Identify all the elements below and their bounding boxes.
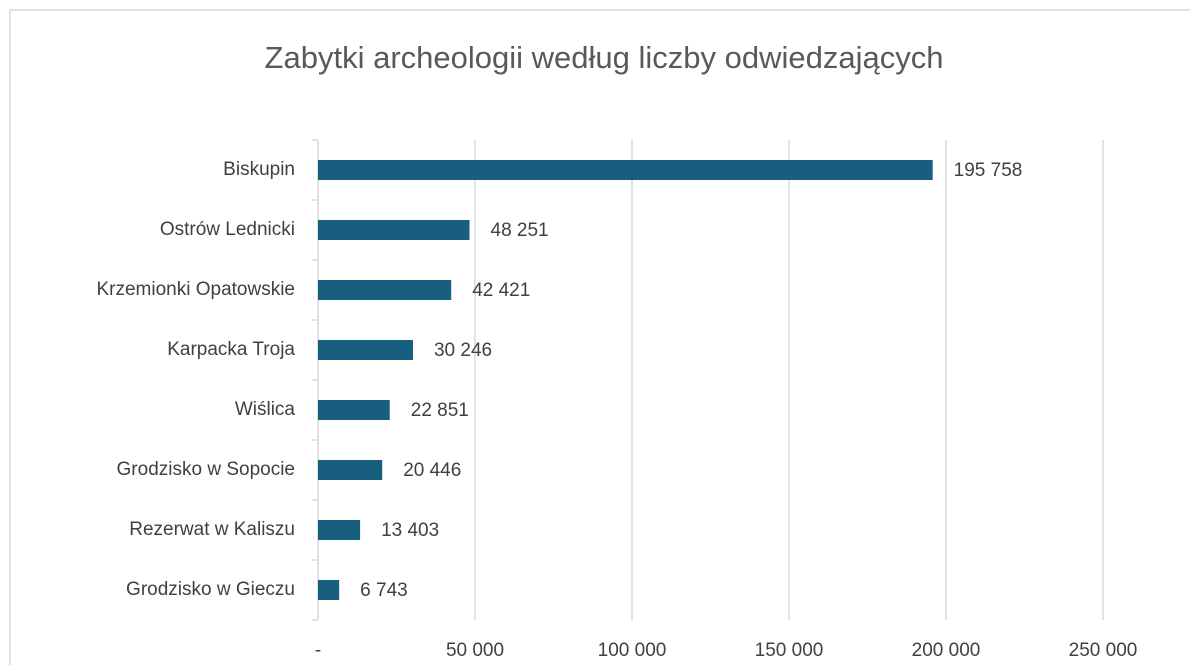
x-tick-label: 50 000 bbox=[446, 640, 504, 661]
data-label: 20 446 bbox=[403, 460, 461, 481]
y-tick-label: Rezerwat w Kaliszu bbox=[129, 519, 295, 540]
data-label: 48 251 bbox=[491, 220, 549, 241]
data-label: 42 421 bbox=[472, 280, 530, 301]
chart-frame bbox=[9, 9, 1190, 665]
bar bbox=[318, 460, 383, 480]
x-tick-label: 100 000 bbox=[598, 640, 667, 661]
bar bbox=[318, 580, 340, 600]
data-label: 22 851 bbox=[411, 400, 469, 421]
y-tick-label: Grodzisko w Sopocie bbox=[117, 459, 295, 480]
bar bbox=[318, 400, 390, 420]
data-label: 30 246 bbox=[434, 340, 492, 361]
chart-title: Zabytki archeologii według liczby odwied… bbox=[265, 40, 944, 75]
x-tick-label: 150 000 bbox=[755, 640, 824, 661]
x-tick-label: 250 000 bbox=[1069, 640, 1138, 661]
y-tick-label: Krzemionki Opatowskie bbox=[96, 279, 295, 300]
y-tick-label: Ostrów Lednicki bbox=[160, 219, 295, 240]
bar bbox=[318, 220, 470, 240]
bar bbox=[318, 280, 452, 300]
y-tick-label: Biskupin bbox=[223, 159, 295, 180]
y-tick-label: Karpacka Troja bbox=[167, 339, 295, 360]
bar bbox=[318, 160, 933, 180]
data-label: 195 758 bbox=[954, 160, 1023, 181]
y-tick-label: Grodzisko w Gieczu bbox=[126, 579, 295, 600]
data-label: 6 743 bbox=[360, 580, 408, 601]
x-tick-label: - bbox=[315, 640, 321, 661]
bar bbox=[318, 340, 413, 360]
bar bbox=[318, 520, 361, 540]
data-label: 13 403 bbox=[381, 520, 439, 541]
x-tick-label: 200 000 bbox=[912, 640, 981, 661]
y-tick-label: Wiślica bbox=[235, 399, 296, 420]
